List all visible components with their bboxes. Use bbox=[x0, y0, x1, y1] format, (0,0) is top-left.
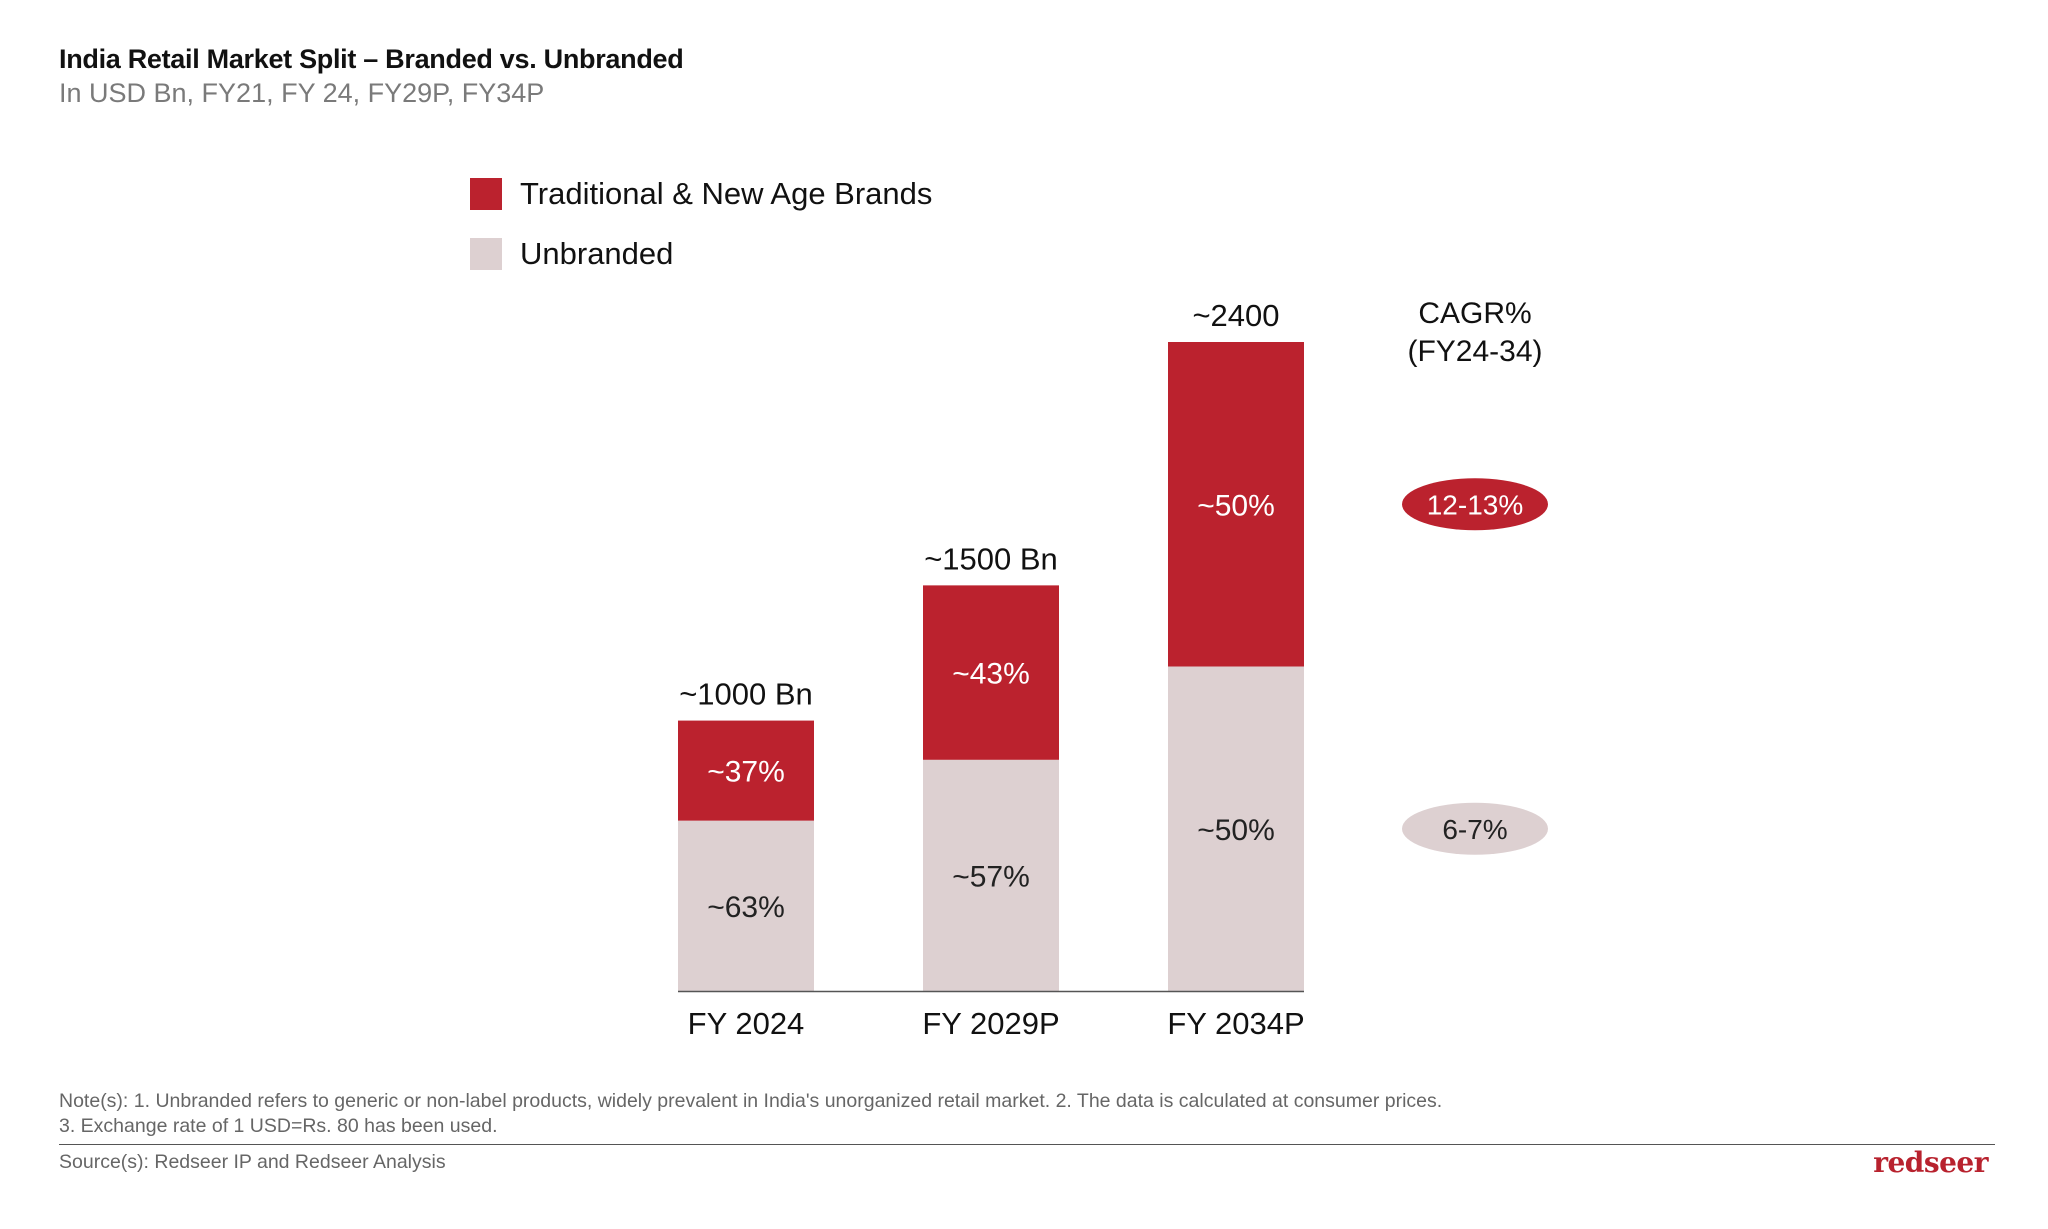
footnote-line-2: 3. Exchange rate of 1 USD=Rs. 80 has bee… bbox=[59, 1115, 498, 1137]
chart-subtitle: In USD Bn, FY21, FY 24, FY29P, FY34P bbox=[59, 78, 545, 108]
chart-title: India Retail Market Split – Branded vs. … bbox=[59, 44, 684, 74]
cagr-header-line-1: CAGR% bbox=[1418, 297, 1531, 330]
bar-label-unbranded-3: ~50% bbox=[1197, 814, 1275, 847]
bar-branded-3 bbox=[1168, 342, 1304, 667]
total-label-3: ~2400 bbox=[1192, 298, 1279, 333]
x-tick-label-1: FY 2024 bbox=[688, 1006, 805, 1041]
legend-swatch-unbranded bbox=[470, 238, 502, 270]
legend-item-branded: Traditional & New Age Brands bbox=[470, 164, 932, 224]
bar-unbranded-2 bbox=[923, 759, 1059, 991]
footer-divider bbox=[59, 1144, 1995, 1145]
total-label-1: ~1000 Bn bbox=[679, 677, 813, 712]
bar-branded-2 bbox=[923, 585, 1059, 760]
bar-label-unbranded-2: ~57% bbox=[952, 860, 1030, 893]
legend-label-branded: Traditional & New Age Brands bbox=[520, 176, 933, 211]
bar-unbranded-3 bbox=[1168, 666, 1304, 991]
footnote-line-1: Note(s): 1. Unbranded refers to generic … bbox=[59, 1090, 1443, 1112]
cagr-pill-unbranded bbox=[1402, 802, 1548, 855]
cagr-header-line-2: (FY24-34) bbox=[1407, 335, 1542, 368]
redseer-logo: redseer bbox=[1873, 1146, 1988, 1179]
footnote: Note(s): 1. Unbranded refers to generic … bbox=[59, 1089, 1959, 1139]
cagr-value-branded: 12-13% bbox=[1427, 489, 1524, 520]
bar-label-branded-3: ~50% bbox=[1197, 489, 1275, 522]
bar-label-branded-2: ~43% bbox=[952, 658, 1030, 691]
bar-label-branded-1: ~37% bbox=[707, 756, 785, 789]
x-tick-label-3: FY 2034P bbox=[1167, 1006, 1304, 1041]
cagr-pill-branded bbox=[1402, 478, 1548, 531]
bar-branded-1 bbox=[678, 720, 814, 821]
source-text: Source(s): Redseer IP and Redseer Analys… bbox=[59, 1151, 446, 1173]
legend-label-unbranded: Unbranded bbox=[520, 236, 674, 271]
total-label-2: ~1500 Bn bbox=[924, 541, 1058, 576]
bar-unbranded-1 bbox=[678, 820, 814, 991]
legend-item-unbranded: Unbranded bbox=[470, 224, 932, 284]
legend-swatch-branded bbox=[470, 178, 502, 210]
cagr-value-unbranded: 6-7% bbox=[1442, 814, 1507, 845]
bar-label-unbranded-1: ~63% bbox=[707, 891, 785, 924]
legend: Traditional & New Age Brands Unbranded bbox=[470, 164, 932, 284]
x-tick-label-2: FY 2029P bbox=[922, 1006, 1059, 1041]
